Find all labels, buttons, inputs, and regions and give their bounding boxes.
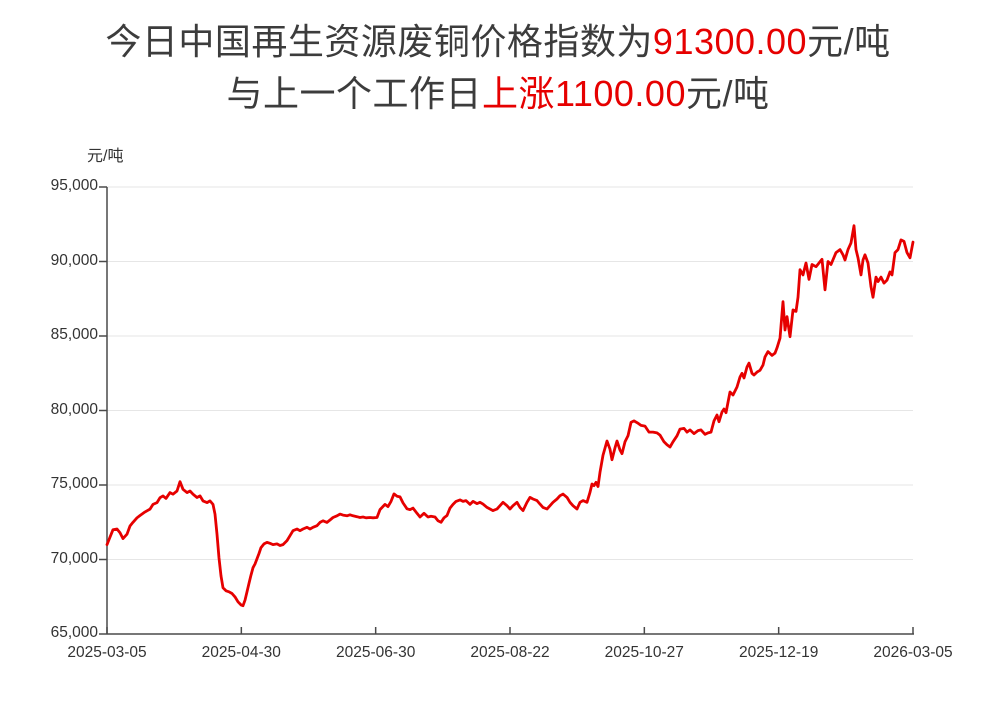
price-line-series — [105, 224, 915, 608]
x-tick-label: 2025-03-05 — [67, 644, 147, 661]
y-tick-label: 85,000 — [50, 326, 98, 343]
x-tick-label: 2025-04-30 — [201, 644, 281, 661]
title-line1-suffix: 元/吨 — [807, 21, 891, 62]
x-tick-label: 2025-08-22 — [470, 644, 550, 661]
chart-title: 今日中国再生资源废铜价格指数为91300.00元/吨 与上一个工作日上涨1100… — [0, 16, 996, 120]
title-line1-price-value: 91300.00 — [652, 21, 808, 62]
axes — [99, 186, 914, 635]
chart-title-line2: 与上一个工作日上涨1100.00元/吨 — [0, 68, 996, 120]
chart-title-line1: 今日中国再生资源废铜价格指数为91300.00元/吨 — [0, 16, 996, 68]
x-tick-label: 2025-10-27 — [604, 644, 684, 661]
title-line2-change-value: 上涨1100.00 — [482, 73, 686, 114]
x-tick-label: 2025-12-19 — [739, 644, 819, 661]
y-tick-label: 80,000 — [50, 400, 98, 418]
title-line2-suffix: 元/吨 — [685, 73, 770, 114]
title-line2-prefix: 与上一个工作日 — [226, 73, 483, 114]
x-tick-label: 2025-06-30 — [336, 644, 416, 661]
y-tick-label: 90,000 — [50, 251, 98, 269]
gridlines — [107, 186, 913, 560]
y-axis-unit-label: 元/吨 — [87, 148, 124, 165]
y-tick-label: 75,000 — [50, 475, 98, 492]
x-tick-label: 2026-03-05 — [873, 644, 953, 661]
y-tick-label: 95,000 — [50, 177, 98, 194]
y-tick-label: 70,000 — [50, 549, 98, 567]
y-tick-label: 65,000 — [50, 624, 98, 641]
title-line1-prefix: 今日中国再生资源废铜价格指数为 — [105, 21, 653, 62]
